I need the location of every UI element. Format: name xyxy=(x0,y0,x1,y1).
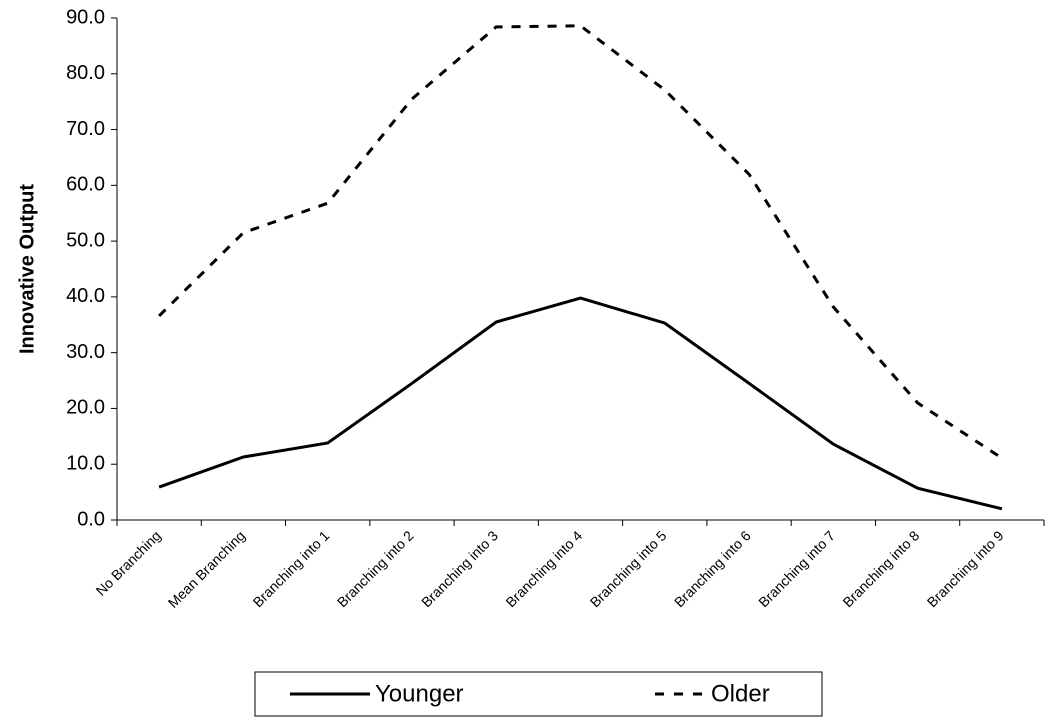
y-tick-label: 70.0 xyxy=(66,118,105,140)
x-tick-label: Mean Branching xyxy=(165,527,248,610)
y-tick-label: 40.0 xyxy=(66,285,105,307)
x-tick-label: Branching into 1 xyxy=(250,527,333,610)
x-tick-label: Branching into 7 xyxy=(755,527,838,610)
x-tick-label: Branching into 4 xyxy=(502,527,585,610)
series-line xyxy=(158,296,1003,511)
y-tick-label: 50.0 xyxy=(66,229,105,251)
x-tick-label: Branching into 9 xyxy=(924,527,1007,610)
x-tick-label: Branching into 6 xyxy=(671,527,754,610)
y-tick-label: 60.0 xyxy=(66,174,105,196)
y-tick-label: 30.0 xyxy=(66,341,105,363)
y-tick-label: 10.0 xyxy=(66,453,105,475)
y-axis-label: Innovative Output xyxy=(16,184,38,354)
y-tick-label: 90.0 xyxy=(66,6,105,28)
x-tick-label: Branching into 8 xyxy=(839,527,922,610)
x-tick-label: No Branching xyxy=(93,527,164,598)
y-tick-label: 20.0 xyxy=(66,397,105,419)
x-tick-label: Branching into 5 xyxy=(587,527,670,610)
x-tick-label: Branching into 3 xyxy=(418,527,501,610)
x-tick-label: Branching into 2 xyxy=(334,527,417,610)
y-tick-label: 0.0 xyxy=(77,508,105,530)
legend-label: Younger xyxy=(375,680,464,707)
y-tick-label: 80.0 xyxy=(66,62,105,84)
legend-label: Older xyxy=(711,680,770,707)
series-line xyxy=(158,24,1003,460)
